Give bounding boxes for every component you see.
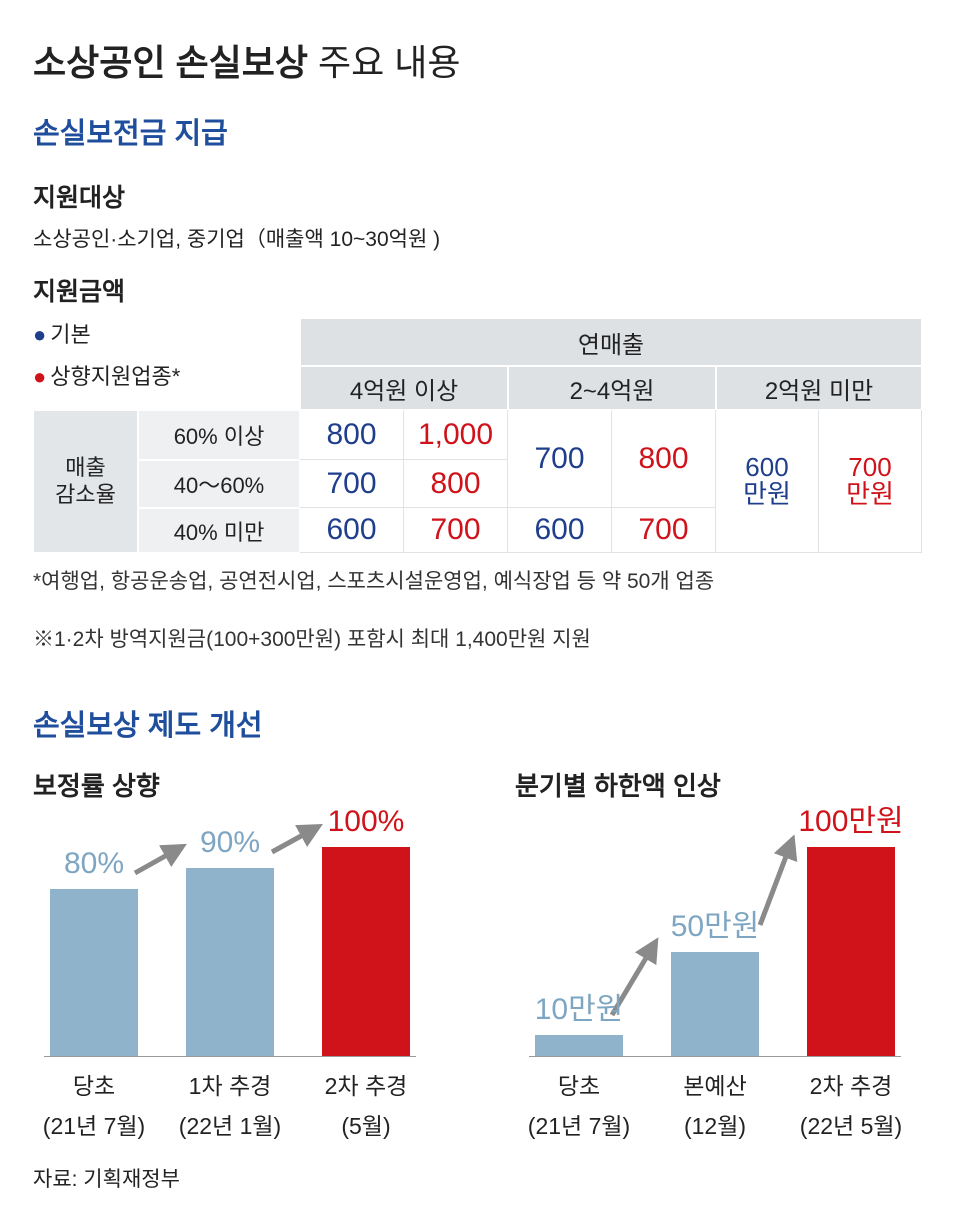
legend-item: ● 기본 [33, 322, 91, 347]
group-header: 2억원 미만 [716, 366, 922, 410]
section-heading: 손실보전금 지급 [33, 118, 228, 150]
category-label: 1차 추경 (22년 1월) [178, 1073, 282, 1140]
bar [322, 847, 410, 1056]
row-label: 40～60% [138, 460, 300, 508]
group-header: 2~4억원 [508, 366, 716, 410]
table-cell: 800 [404, 460, 508, 508]
category-label: 2차 추경 (22년 5월) [799, 1073, 903, 1140]
note: ※1·2차 방역지원금(100+300만원) 포함시 최대 1,400만원 지원 [33, 628, 591, 651]
category-label: 당초 (21년 7월) [527, 1073, 631, 1140]
row-label: 40% 미만 [138, 508, 300, 553]
table-cell: 600 [300, 508, 404, 553]
category-label: 당초 (21년 7월) [42, 1073, 146, 1140]
category-label: 본예산 (12월) [683, 1073, 747, 1140]
table-cell: 1,000 [404, 410, 508, 460]
title-bold: 소상공인 손실보상 [33, 42, 308, 83]
table-cell: 700 [612, 508, 716, 553]
title: 소상공인 손실보상 주요 내용 [33, 42, 460, 83]
bar [535, 1035, 623, 1056]
table-cell: 700 [300, 460, 404, 508]
table-cell: 700 만원 [819, 410, 922, 553]
chart-title: 보정률 상향 [33, 771, 160, 801]
legend-dot: ● [33, 322, 47, 347]
bar [186, 867, 274, 1056]
group-header: 4억원 이상 [300, 366, 508, 410]
table-cell: 600 만원 [716, 410, 819, 553]
label: 지원대상 [33, 184, 126, 212]
table-cell: 800 [300, 410, 404, 460]
legend-label: 기본 [50, 322, 91, 347]
value-label: 10만원 [534, 993, 624, 1027]
row-header: 매출 감소율 [33, 410, 138, 553]
bar [671, 951, 759, 1056]
note: *여행업, 항공운송업, 공연전시업, 스포츠시설운영업, 예식장업 등 약 5… [33, 570, 715, 593]
bar [807, 847, 895, 1056]
table-cell: 700 [508, 410, 612, 508]
chart-title: 분기별 하한액 인상 [515, 771, 721, 801]
value-label: 80% [63, 846, 125, 880]
table-cell: 800 [612, 410, 716, 508]
section-heading: 손실보상 제도 개선 [33, 710, 263, 742]
legend-dot: ● [33, 364, 47, 389]
label: 지원금액 [33, 278, 126, 306]
value-label: 100% [327, 805, 405, 838]
legend-item: ● 상향지원업종* [33, 364, 180, 389]
table-cell: 700 [404, 508, 508, 553]
legend-label: 상향지원업종* [50, 364, 181, 389]
value-label: 100만원 [798, 805, 904, 838]
title-light: 주요 내용 [317, 42, 461, 83]
baseline [44, 1056, 416, 1057]
baseline [529, 1056, 901, 1057]
source: 자료: 기획재정부 [33, 1168, 180, 1191]
table-cell: 600 [508, 508, 612, 553]
table-header: 연매출 [300, 318, 922, 366]
bar [50, 888, 138, 1056]
category-label: 2차 추경 (5월) [324, 1073, 408, 1140]
text: 소상공인·소기업, 중기업（매출액 10~30억원 ) [33, 228, 441, 251]
value-label: 90% [199, 825, 261, 859]
value-label: 50만원 [670, 909, 760, 943]
row-label: 60% 이상 [138, 410, 300, 460]
